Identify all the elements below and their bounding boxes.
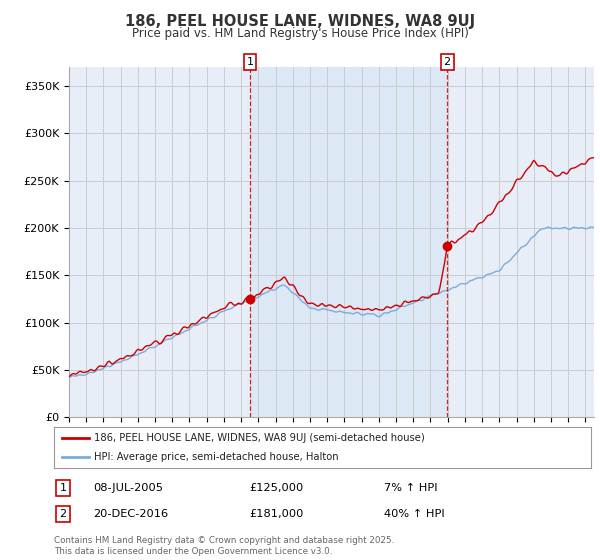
Text: £181,000: £181,000 [249,509,304,519]
Text: 2: 2 [59,509,67,519]
Text: £125,000: £125,000 [249,483,303,493]
Text: 20-DEC-2016: 20-DEC-2016 [93,509,168,519]
Text: 08-JUL-2005: 08-JUL-2005 [93,483,163,493]
Text: 1: 1 [247,57,254,67]
Text: 2: 2 [443,57,451,67]
Bar [250,67,447,417]
Text: Price paid vs. HM Land Registry's House Price Index (HPI): Price paid vs. HM Land Registry's House … [131,27,469,40]
Text: HPI: Average price, semi-detached house, Halton: HPI: Average price, semi-detached house,… [94,452,339,461]
Text: 1: 1 [59,483,67,493]
Text: 7% ↑ HPI: 7% ↑ HPI [384,483,437,493]
Text: 186, PEEL HOUSE LANE, WIDNES, WA8 9UJ (semi-detached house): 186, PEEL HOUSE LANE, WIDNES, WA8 9UJ (s… [94,433,425,443]
Text: 40% ↑ HPI: 40% ↑ HPI [384,509,445,519]
Text: 186, PEEL HOUSE LANE, WIDNES, WA8 9UJ: 186, PEEL HOUSE LANE, WIDNES, WA8 9UJ [125,14,475,29]
Text: Contains HM Land Registry data © Crown copyright and database right 2025.
This d: Contains HM Land Registry data © Crown c… [54,536,394,556]
